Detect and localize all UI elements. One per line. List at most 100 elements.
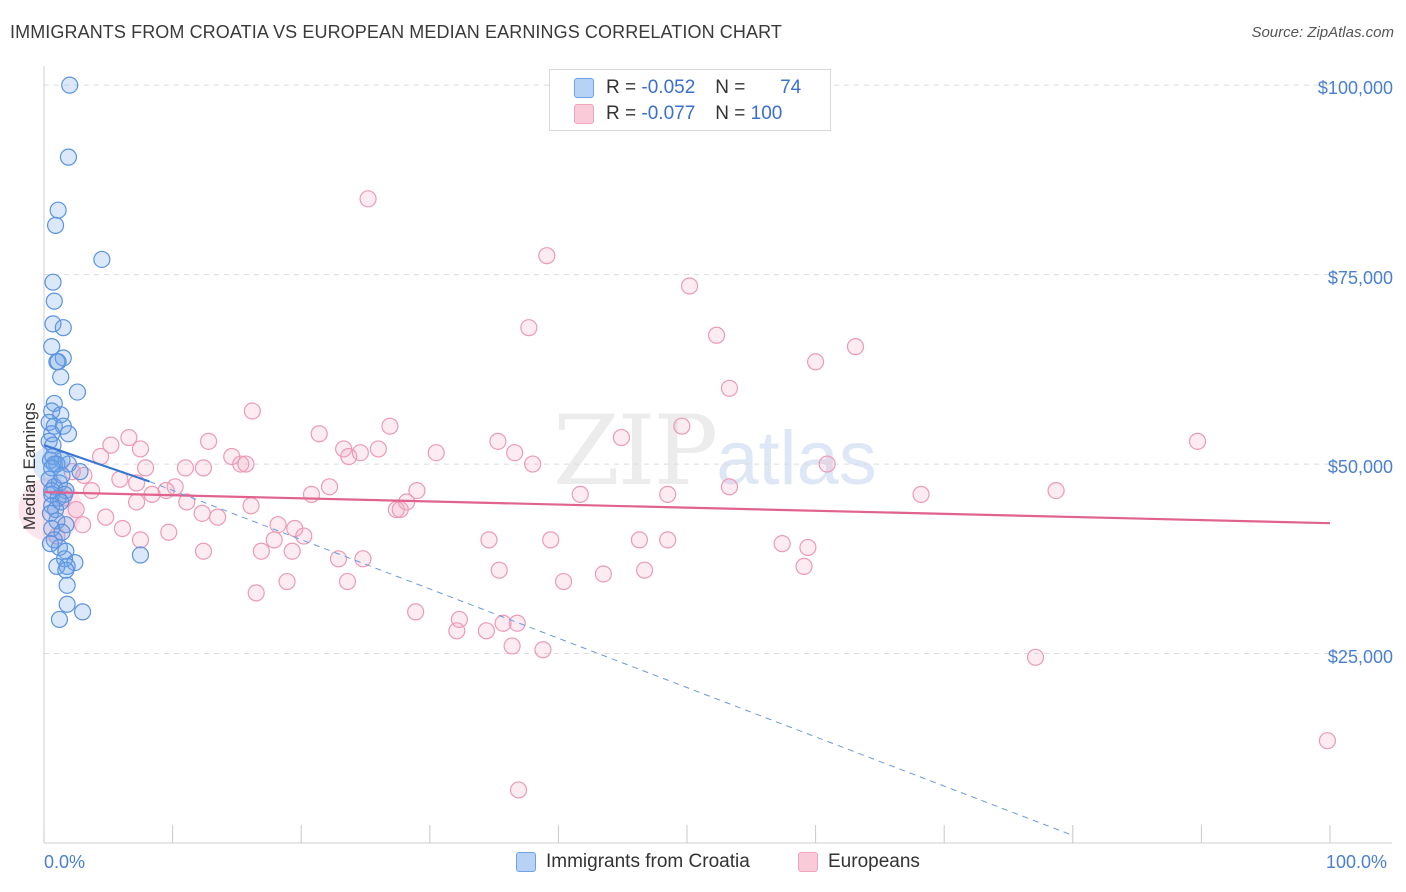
y-tick-label: $100,000 xyxy=(1317,78,1393,99)
croatia-point xyxy=(49,353,67,371)
europeans-point xyxy=(354,550,372,568)
croatia-point xyxy=(71,463,89,481)
croatia-point xyxy=(53,466,71,485)
europeans-point xyxy=(242,497,260,515)
croatia-point xyxy=(61,76,79,94)
europeans-point xyxy=(635,561,654,579)
europeans-point xyxy=(720,478,739,496)
croatia-point xyxy=(43,482,61,500)
axes xyxy=(43,66,1392,844)
europeans-point xyxy=(131,531,150,549)
europeans-point xyxy=(278,572,296,591)
europeans-point xyxy=(612,428,631,447)
europeans-point xyxy=(534,641,552,659)
europeans-point xyxy=(252,542,270,560)
europeans-point xyxy=(795,557,813,575)
legend-r-value: -0.052 xyxy=(641,77,696,98)
europeans-point xyxy=(97,508,115,526)
europeans-point xyxy=(120,428,138,447)
europeans-point xyxy=(391,500,409,519)
europeans-point xyxy=(571,485,589,503)
europeans-point xyxy=(594,565,613,583)
bottom-legend-europeans: Europeans xyxy=(798,851,920,873)
watermark-atlas: atlas xyxy=(716,416,877,501)
europeans-point xyxy=(490,561,508,579)
europeans-point xyxy=(102,436,120,454)
europeans-point xyxy=(542,531,560,549)
europeans-point xyxy=(67,500,85,519)
croatia-cluster xyxy=(32,446,69,483)
europeans-point xyxy=(524,455,542,473)
europeans-point xyxy=(489,432,507,450)
croatia-trend-line xyxy=(43,444,150,483)
croatia-point xyxy=(58,576,76,594)
europeans-point xyxy=(194,459,213,477)
europeans-point xyxy=(707,326,726,344)
europeans-point xyxy=(232,455,250,473)
europeans-point xyxy=(237,455,255,473)
europeans-point xyxy=(520,319,538,337)
bottom-legend-label: Immigrants from Croatia xyxy=(546,851,750,872)
europeans-point xyxy=(509,781,528,799)
europeans-point xyxy=(73,516,92,534)
europeans-point xyxy=(680,277,699,295)
europeans-point xyxy=(310,425,328,443)
croatia-point xyxy=(43,338,61,356)
source-credit: Source: ZipAtlas.com xyxy=(1251,24,1394,41)
europeans-point xyxy=(193,504,211,522)
europeans-point xyxy=(846,338,865,356)
europeans-point xyxy=(912,485,930,503)
europeans-point xyxy=(1318,732,1337,750)
europeans-points xyxy=(18,190,1337,799)
europeans-point xyxy=(113,519,132,538)
croatia-point xyxy=(48,557,66,575)
croatia-point xyxy=(73,603,92,621)
europeans-point xyxy=(359,190,377,208)
europeans-point xyxy=(194,542,213,560)
europeans-point xyxy=(265,531,283,549)
croatia-point xyxy=(59,425,78,443)
legend-swatch-croatia xyxy=(574,78,594,98)
watermark: ZIPatlas xyxy=(553,395,877,507)
europeans-point xyxy=(131,440,150,458)
europeans-point xyxy=(1188,432,1207,450)
europeans-point xyxy=(799,538,817,557)
watermark-zip: ZIP xyxy=(553,395,718,507)
legend-n-value: 100 xyxy=(750,103,783,124)
croatia-point xyxy=(68,383,87,401)
croatia-point xyxy=(58,595,76,613)
grid-lines xyxy=(44,84,1392,655)
croatia-trend-extension xyxy=(149,481,1073,836)
europeans-point xyxy=(381,417,399,435)
croatia-point xyxy=(131,546,150,564)
y-tick-label: $25,000 xyxy=(1327,646,1393,667)
trend-lines xyxy=(43,444,1331,836)
europeans-point xyxy=(480,531,498,549)
europeans-point xyxy=(818,455,836,473)
bottom-legend-croatia: Immigrants from Croatia xyxy=(516,851,750,873)
europeans-point xyxy=(506,444,524,462)
europeans-point xyxy=(1026,648,1045,666)
croatia-point xyxy=(52,368,70,386)
europeans-point xyxy=(176,459,195,477)
europeans-point xyxy=(508,614,526,632)
europeans-point xyxy=(673,417,691,435)
europeans-point xyxy=(659,485,677,503)
legend-n-label: N = xyxy=(715,103,746,124)
croatia-point xyxy=(59,148,78,166)
x-tick-label-min: 0.0% xyxy=(44,852,86,872)
croatia-point xyxy=(57,561,75,579)
europeans-point xyxy=(408,482,426,500)
europeans-point xyxy=(243,402,261,420)
croatia-point xyxy=(49,201,67,219)
legend-r-label: R = xyxy=(606,103,637,124)
europeans-point xyxy=(538,247,556,265)
croatia-point xyxy=(54,319,72,337)
bottom-swatch-croatia xyxy=(516,852,536,872)
legend-n-label: N = xyxy=(715,77,746,98)
x-tick-label-max: 100.0% xyxy=(1326,852,1388,872)
europeans-point xyxy=(369,440,387,458)
europeans-point xyxy=(554,572,573,591)
legend-r-value: -0.077 xyxy=(641,103,696,124)
europeans-point xyxy=(1047,482,1065,500)
